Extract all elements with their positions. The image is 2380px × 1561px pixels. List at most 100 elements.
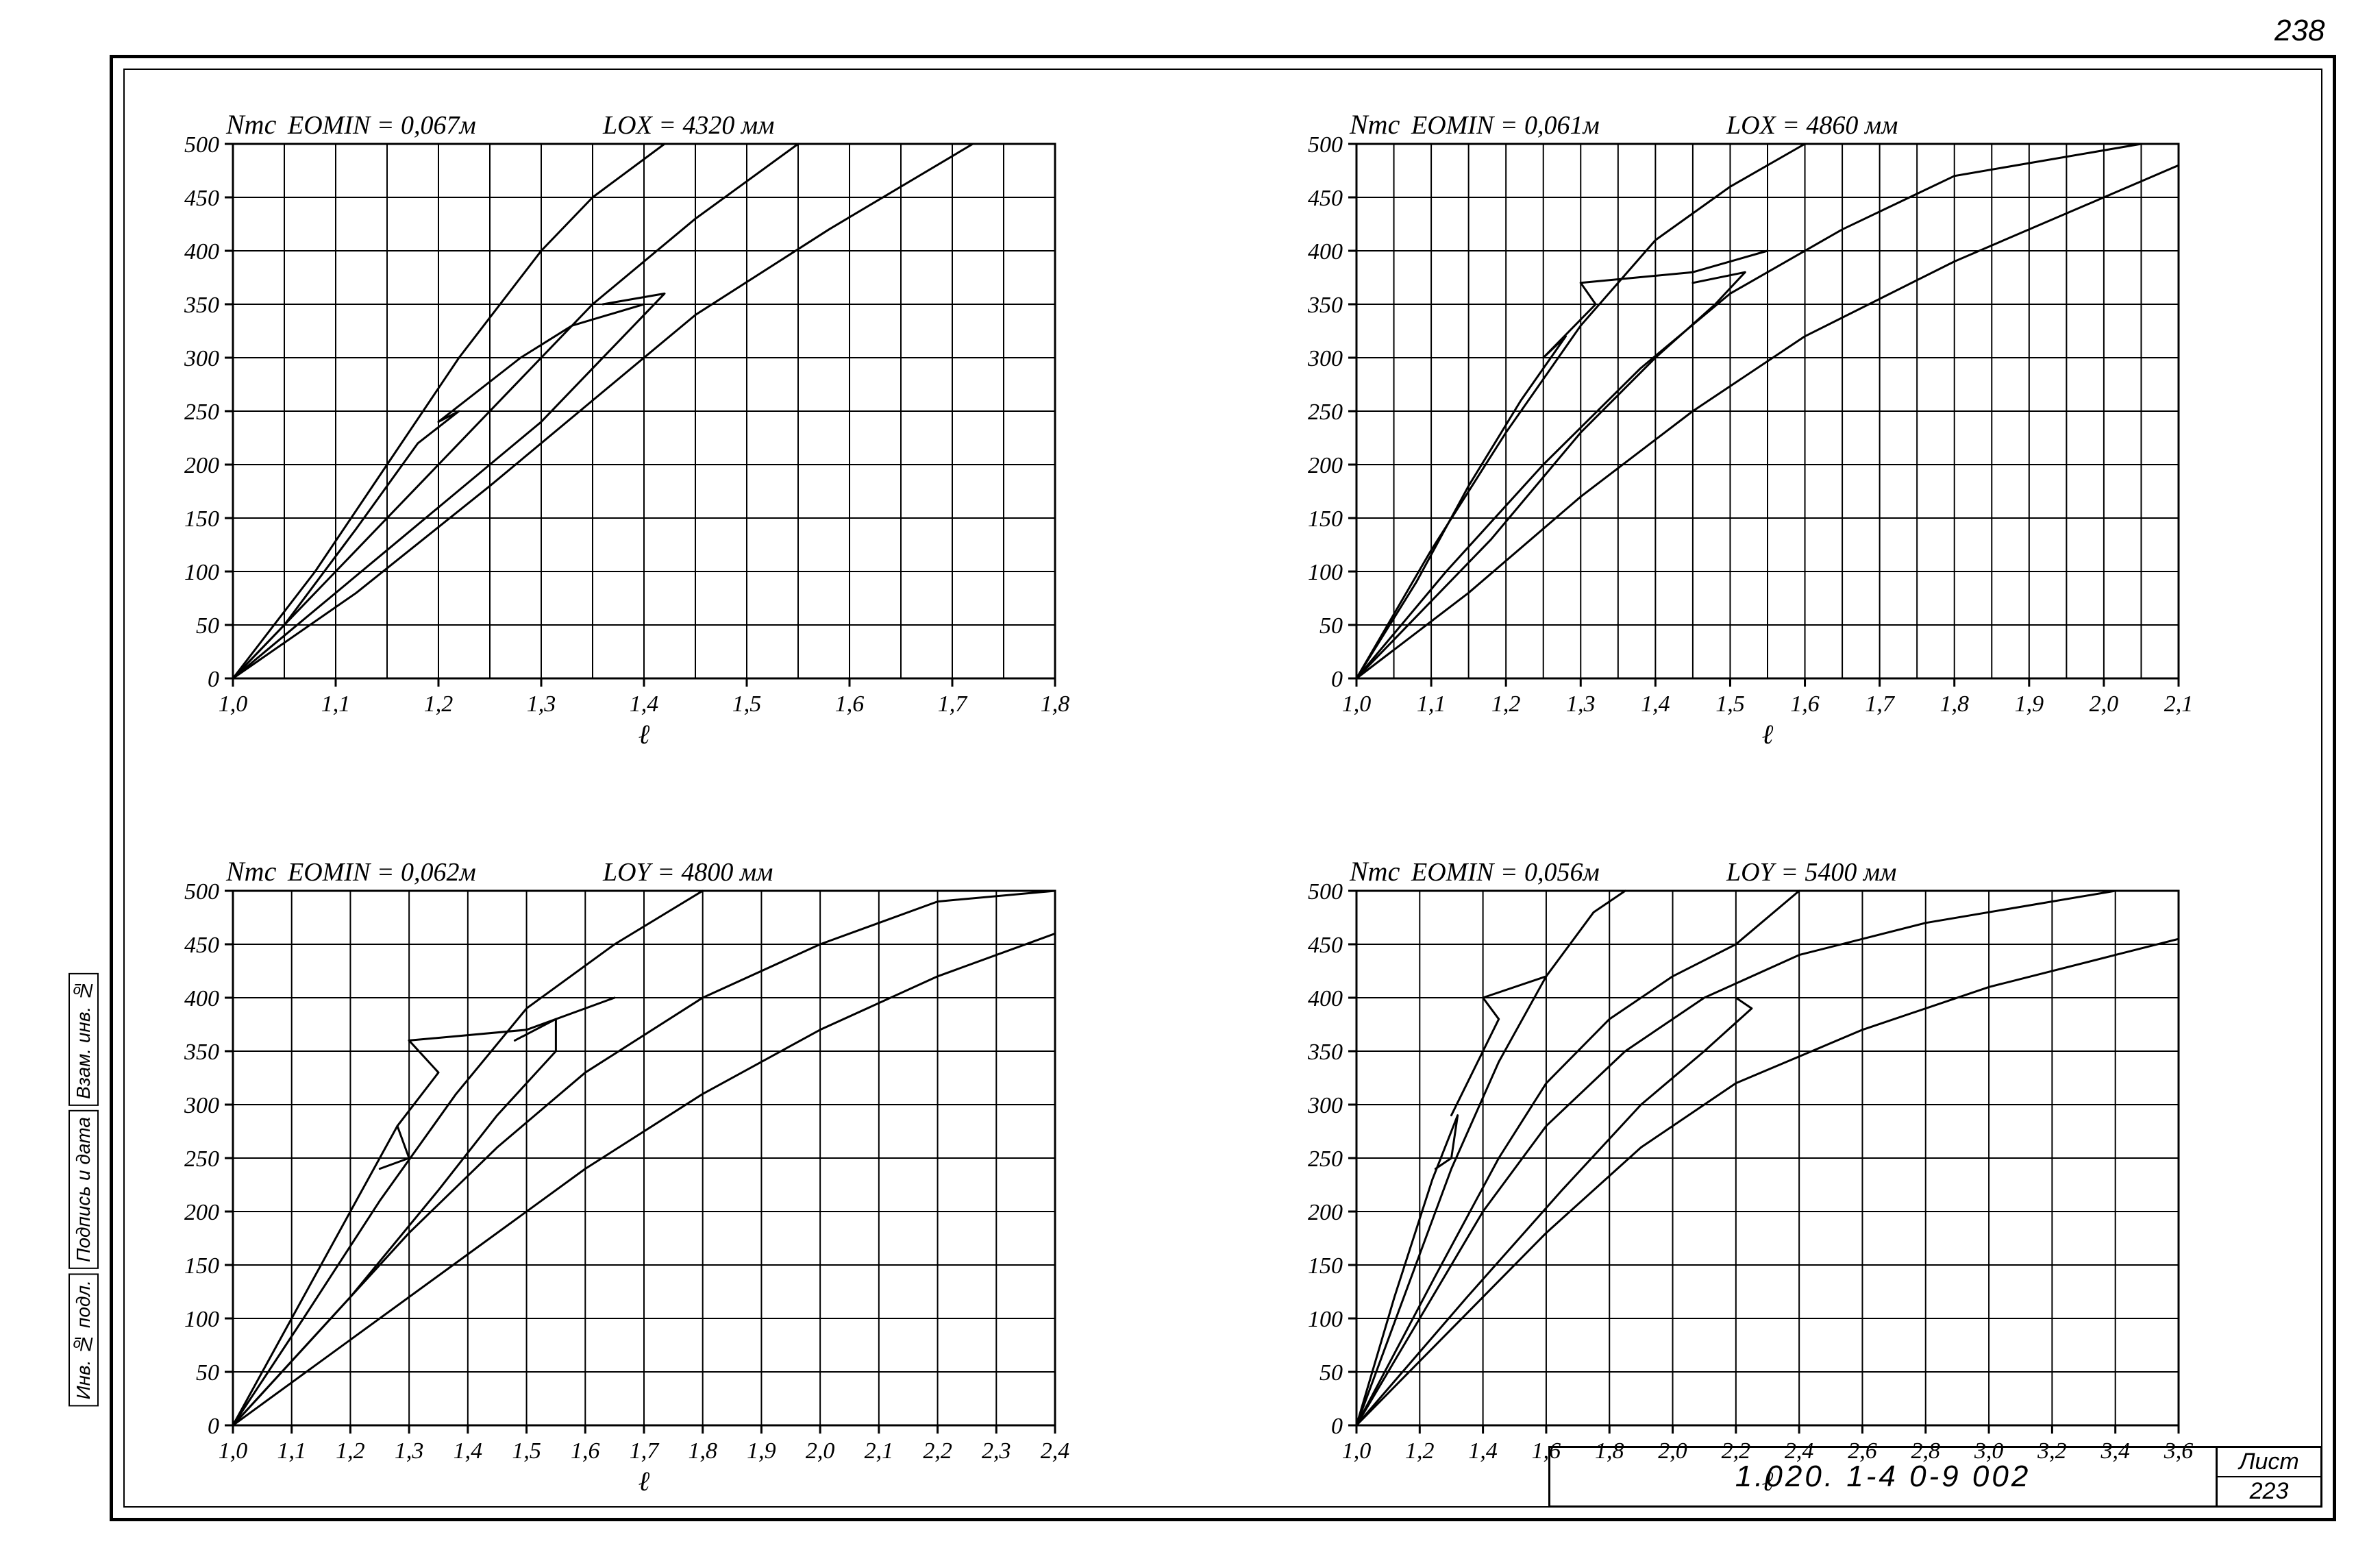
svg-text:1,4: 1,4 [454, 1438, 483, 1464]
svg-text:1,3: 1,3 [527, 691, 556, 717]
svg-text:500: 500 [184, 879, 219, 905]
svg-text:2,1: 2,1 [865, 1438, 894, 1464]
svg-text:1,8: 1,8 [1041, 691, 1070, 717]
svg-text:1,8: 1,8 [1939, 691, 1969, 717]
svg-text:300: 300 [1307, 346, 1343, 371]
svg-text:200: 200 [1308, 453, 1343, 478]
svg-text:500: 500 [1308, 879, 1343, 905]
svg-text:300: 300 [1307, 1093, 1343, 1118]
svg-text:1,2: 1,2 [336, 1438, 365, 1464]
svg-text:ℓ: ℓ [639, 1466, 650, 1497]
side-tabs: Взам. инв. № Подпись и дата Инв. № подл. [69, 973, 106, 1410]
page-number-text: 238 [2274, 14, 2325, 47]
svg-text:LOX = 4320 мм: LOX = 4320 мм [602, 111, 774, 140]
svg-text:1,9: 1,9 [747, 1438, 776, 1464]
svg-text:350: 350 [1307, 293, 1343, 318]
svg-text:LOY = 5400 мм: LOY = 5400 мм [1726, 858, 1896, 887]
svg-text:200: 200 [1308, 1200, 1343, 1225]
svg-text:400: 400 [1308, 239, 1343, 265]
svg-text:0: 0 [1331, 1414, 1343, 1439]
svg-text:LOY = 4800 мм: LOY = 4800 мм [602, 858, 773, 887]
svg-text:1,3: 1,3 [1566, 691, 1596, 717]
svg-text:1,9: 1,9 [2015, 691, 2044, 717]
svg-text:450: 450 [184, 933, 219, 958]
svg-text:2,0: 2,0 [2090, 691, 2119, 717]
svg-text:100: 100 [1308, 1307, 1343, 1332]
svg-text:350: 350 [1307, 1040, 1343, 1065]
chart-tr: 0501001502002503003504004505001,01,11,21… [1274, 103, 2199, 754]
svg-text:1,5: 1,5 [732, 691, 762, 717]
svg-text:200: 200 [184, 1200, 219, 1225]
svg-text:450: 450 [1308, 186, 1343, 211]
svg-text:1,2: 1,2 [1405, 1438, 1435, 1464]
chart-bl: 0501001502002503003504004505001,01,11,21… [151, 850, 1076, 1501]
svg-text:0: 0 [208, 1414, 219, 1439]
svg-text:2,4: 2,4 [1041, 1438, 1070, 1464]
svg-text:EOMIN = 0,062м: EOMIN = 0,062м [287, 858, 476, 887]
svg-text:150: 150 [1308, 506, 1343, 532]
svg-text:250: 250 [1308, 1146, 1343, 1172]
svg-text:350: 350 [184, 1040, 219, 1065]
svg-text:Nтс: Nтс [1349, 856, 1400, 887]
svg-text:1,5: 1,5 [512, 1438, 541, 1464]
svg-text:500: 500 [1308, 132, 1343, 158]
svg-text:1,1: 1,1 [277, 1438, 306, 1464]
side-tab-2: Инв. № подл. [69, 1273, 99, 1406]
svg-text:2,2: 2,2 [923, 1438, 952, 1464]
svg-text:EOMIN = 0,061м: EOMIN = 0,061м [1411, 111, 1600, 140]
side-tab-0: Взам. инв. № [69, 973, 99, 1106]
svg-text:LOX = 4860 мм: LOX = 4860 мм [1726, 111, 1898, 140]
svg-text:1,2: 1,2 [424, 691, 454, 717]
svg-text:1,0: 1,0 [1342, 691, 1372, 717]
svg-text:50: 50 [196, 613, 219, 639]
page-number-top: 238 [2274, 14, 2325, 48]
svg-text:1,7: 1,7 [1865, 691, 1896, 717]
svg-text:300: 300 [184, 346, 219, 371]
drawing-code: 1.020. 1-4 0-9 002 [1550, 1448, 2218, 1505]
svg-text:50: 50 [1319, 1360, 1343, 1386]
svg-text:1,7: 1,7 [630, 1438, 660, 1464]
svg-text:450: 450 [1308, 933, 1343, 958]
svg-text:Nтс: Nтс [1349, 109, 1400, 140]
svg-text:0: 0 [1331, 667, 1343, 692]
svg-text:400: 400 [184, 986, 219, 1011]
svg-text:100: 100 [184, 560, 219, 585]
svg-text:50: 50 [196, 1360, 219, 1386]
svg-text:150: 150 [184, 506, 219, 532]
svg-text:100: 100 [184, 1307, 219, 1332]
svg-text:EOMIN = 0,056м: EOMIN = 0,056м [1411, 858, 1600, 887]
svg-text:EOMIN = 0,067м: EOMIN = 0,067м [287, 111, 476, 140]
svg-text:150: 150 [184, 1253, 219, 1279]
svg-text:0: 0 [208, 667, 219, 692]
svg-text:1,8: 1,8 [688, 1438, 717, 1464]
svg-text:450: 450 [184, 186, 219, 211]
side-tab-1: Подпись и дата [69, 1110, 99, 1269]
svg-text:300: 300 [184, 1093, 219, 1118]
svg-text:1,0: 1,0 [219, 1438, 248, 1464]
svg-text:1,5: 1,5 [1715, 691, 1745, 717]
svg-text:1,3: 1,3 [395, 1438, 424, 1464]
svg-text:2,1: 2,1 [2164, 691, 2194, 717]
svg-text:1,2: 1,2 [1491, 691, 1521, 717]
svg-text:1,1: 1,1 [321, 691, 351, 717]
svg-text:500: 500 [184, 132, 219, 158]
charts-container: 0501001502002503003504004505001,01,11,21… [151, 103, 2288, 1446]
svg-text:150: 150 [1308, 1253, 1343, 1279]
svg-text:1,0: 1,0 [1342, 1438, 1372, 1464]
svg-text:Nтс: Nтс [225, 856, 277, 887]
svg-text:Nтс: Nтс [225, 109, 277, 140]
svg-text:1,4: 1,4 [630, 691, 659, 717]
svg-text:250: 250 [1308, 400, 1343, 425]
svg-text:400: 400 [1308, 986, 1343, 1011]
svg-text:350: 350 [184, 293, 219, 318]
svg-text:1,0: 1,0 [219, 691, 248, 717]
svg-text:ℓ: ℓ [639, 719, 650, 750]
svg-text:ℓ: ℓ [1762, 719, 1774, 750]
svg-text:1,6: 1,6 [571, 1438, 600, 1464]
title-block: 1.020. 1-4 0-9 002 Лист 223 [1548, 1446, 2322, 1508]
sheet-number: 223 [2218, 1477, 2320, 1505]
svg-text:200: 200 [184, 453, 219, 478]
svg-text:50: 50 [1319, 613, 1343, 639]
svg-text:1,4: 1,4 [1641, 691, 1670, 717]
svg-text:2,3: 2,3 [982, 1438, 1011, 1464]
